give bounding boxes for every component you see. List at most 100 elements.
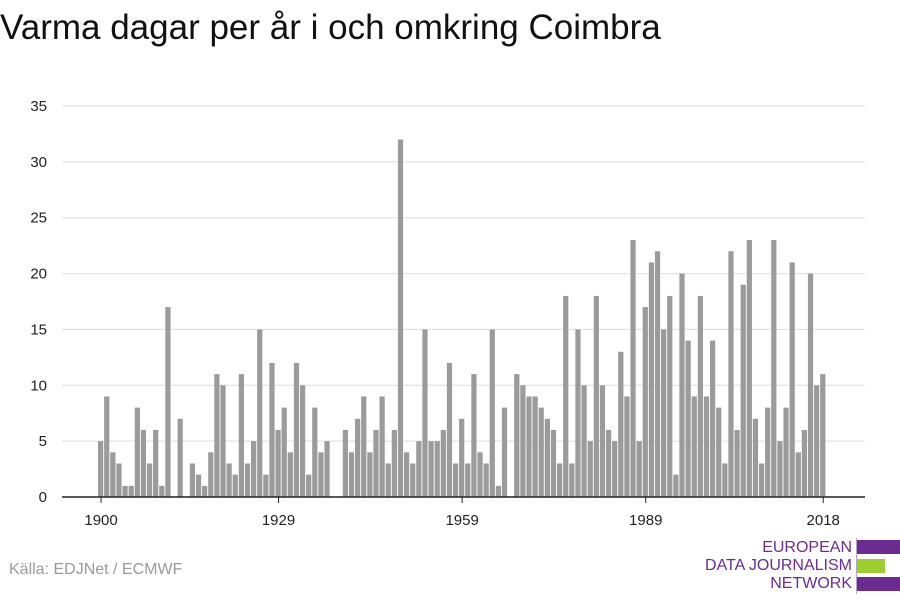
bar	[642, 307, 648, 497]
bar	[814, 385, 820, 497]
bar	[593, 295, 599, 497]
bar	[299, 385, 306, 497]
y-tick-label: 0	[39, 489, 47, 506]
bar	[312, 407, 318, 497]
logo-bar-purple-bottom	[857, 577, 900, 591]
bar	[404, 452, 410, 497]
bar	[544, 418, 550, 497]
bar	[599, 385, 606, 497]
bar	[238, 374, 244, 497]
source-note: Källa: EDJNet / ECMWF	[9, 561, 183, 578]
bar	[153, 429, 159, 497]
bar	[795, 452, 801, 497]
bar	[691, 396, 697, 497]
bar	[746, 240, 752, 498]
bar	[232, 474, 238, 497]
bar	[807, 273, 814, 497]
bar	[434, 441, 440, 497]
x-tick-label: 1989	[629, 512, 662, 529]
bar	[348, 452, 355, 497]
logo-divider	[856, 538, 857, 594]
bar	[471, 374, 477, 497]
bar	[703, 396, 710, 497]
bar	[391, 429, 397, 497]
bar	[465, 463, 471, 497]
bar	[581, 385, 587, 497]
bar	[587, 441, 593, 497]
bar	[636, 441, 642, 497]
y-tick-label: 35	[30, 98, 47, 115]
bar	[410, 463, 416, 497]
bar	[452, 463, 459, 497]
x-tick-label: 1959	[445, 512, 478, 529]
logo-line-1: EUROPEAN	[762, 539, 852, 556]
bar	[752, 418, 759, 497]
logo-line-2: DATA JOURNALISM	[705, 557, 852, 574]
bar	[575, 329, 581, 497]
bar	[661, 329, 667, 497]
logo-bar-purple-top	[857, 540, 900, 554]
bar	[397, 139, 404, 497]
bar	[269, 362, 275, 497]
bar	[758, 463, 765, 497]
bar	[710, 340, 716, 497]
bar	[128, 485, 134, 497]
bar	[98, 441, 104, 497]
bar	[520, 385, 526, 497]
bar	[122, 485, 128, 497]
bar	[202, 485, 208, 497]
x-axis-ticks: 1900 1929 1959 1989 2018	[84, 497, 840, 529]
bar	[514, 374, 520, 497]
bar	[624, 396, 630, 497]
bar	[324, 441, 330, 497]
bar	[820, 374, 826, 497]
bar	[532, 396, 538, 497]
bar	[728, 251, 734, 497]
bar	[783, 407, 789, 497]
bar	[281, 407, 287, 497]
bar	[306, 474, 312, 497]
bar	[685, 340, 691, 497]
bar	[550, 429, 557, 497]
bar	[673, 474, 679, 497]
logo-line-3: NETWORK	[770, 575, 852, 592]
bar	[104, 396, 110, 497]
bar	[483, 463, 489, 497]
bar	[654, 251, 661, 497]
bar	[189, 463, 196, 497]
bar	[342, 429, 349, 497]
bar	[293, 362, 300, 497]
bar	[385, 463, 391, 497]
bar	[116, 463, 122, 497]
y-axis-ticks: 0 5 10 15 20 25 30 35	[30, 98, 47, 506]
bar	[526, 396, 532, 497]
bar	[501, 407, 508, 497]
bar	[159, 485, 165, 497]
bar	[446, 362, 453, 497]
bar	[367, 452, 373, 497]
bar	[379, 396, 385, 497]
y-tick-label: 10	[30, 377, 47, 394]
bar	[146, 463, 153, 497]
bar	[716, 407, 722, 497]
bar	[618, 351, 624, 497]
bar	[226, 463, 232, 497]
bar	[422, 329, 428, 497]
bar	[220, 385, 226, 497]
bar	[275, 429, 281, 497]
bar	[477, 452, 483, 497]
bar	[287, 452, 293, 497]
logo-bar-green	[857, 559, 885, 573]
bar-chart: 0 5 10 15 20 25 30 35 1900 1929 1959 1989 2018	[30, 98, 865, 529]
bar	[679, 273, 685, 497]
bar	[697, 295, 703, 497]
bar	[605, 429, 612, 497]
bar	[489, 329, 495, 497]
bar	[244, 463, 251, 497]
y-tick-label: 20	[30, 266, 47, 283]
bar	[538, 407, 544, 497]
bar	[722, 463, 728, 497]
bar	[416, 441, 422, 497]
bar	[459, 418, 465, 497]
y-tick-label: 5	[39, 433, 47, 450]
